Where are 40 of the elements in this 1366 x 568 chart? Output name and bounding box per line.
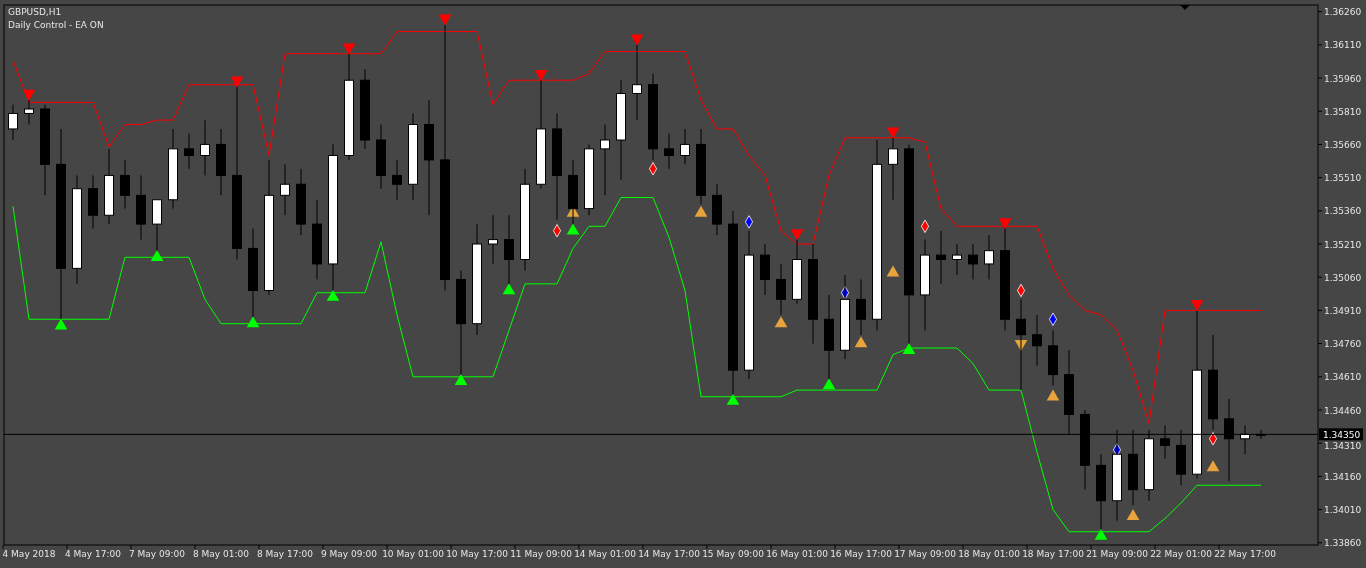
y-tick-label: 1.33860	[1324, 538, 1362, 549]
x-tick-label: 8 May 17:00	[257, 549, 314, 559]
x-tick-label: 11 May 09:00	[510, 549, 573, 559]
text: Daily Control - EA ON	[8, 20, 104, 30]
x-tick-label: 18 May 17:00	[1022, 549, 1085, 559]
x-tick-label: 21 May 09:00	[1086, 549, 1149, 559]
y-tick-label: 1.34760	[1324, 339, 1362, 350]
y-tick-label: 1.35060	[1324, 272, 1362, 283]
y-tick-label: 1.34610	[1324, 372, 1362, 383]
y-tick-label: 1.35360	[1324, 206, 1362, 217]
y-tick-label: 1.35960	[1324, 73, 1362, 84]
y-tick-label: 1.35210	[1324, 239, 1362, 250]
y-tick-label: 1.35510	[1324, 173, 1362, 184]
x-tick-label: 14 May 17:00	[638, 549, 701, 559]
x-tick-label: 9 May 09:00	[321, 549, 378, 559]
x-tick-label: 22 May 01:00	[1150, 549, 1213, 559]
y-tick-label: 1.34460	[1324, 405, 1362, 416]
y-tick-label: 1.35660	[1324, 139, 1362, 150]
y-tick-label: 1.34160	[1324, 471, 1362, 482]
x-tick-label: 14 May 01:00	[574, 549, 637, 559]
y-tick-label: 1.35810	[1324, 106, 1362, 117]
chart-title: GBPUSD,H1	[8, 7, 62, 17]
x-tick-label: 8 May 01:00	[193, 549, 250, 559]
x-tick-label: 7 May 09:00	[129, 549, 186, 559]
ref-line-label: 1.34350	[1323, 429, 1361, 440]
y-tick-label: 1.36110	[1324, 40, 1362, 51]
x-tick-label: 10 May 17:00	[446, 549, 509, 559]
x-tick-label: 22 May 17:00	[1214, 549, 1277, 559]
x-tick-label: 16 May 17:00	[830, 549, 893, 559]
x-tick-label: 18 May 01:00	[958, 549, 1021, 559]
x-tick-label: 16 May 01:00	[766, 549, 829, 559]
y-tick-label: 1.36260	[1324, 7, 1362, 18]
x-tick-label: 15 May 09:00	[702, 549, 765, 559]
x-tick-label: 17 May 09:00	[894, 549, 957, 559]
y-tick-label: 1.34910	[1324, 305, 1362, 316]
y-tick-label: 1.34010	[1324, 505, 1362, 516]
x-tick-label: 4 May 2018	[2, 549, 56, 559]
x-tick-label: 10 May 01:00	[382, 549, 445, 559]
x-tick-label: 4 May 17:00	[65, 549, 122, 559]
y-tick-label: 1.34310	[1324, 441, 1362, 452]
